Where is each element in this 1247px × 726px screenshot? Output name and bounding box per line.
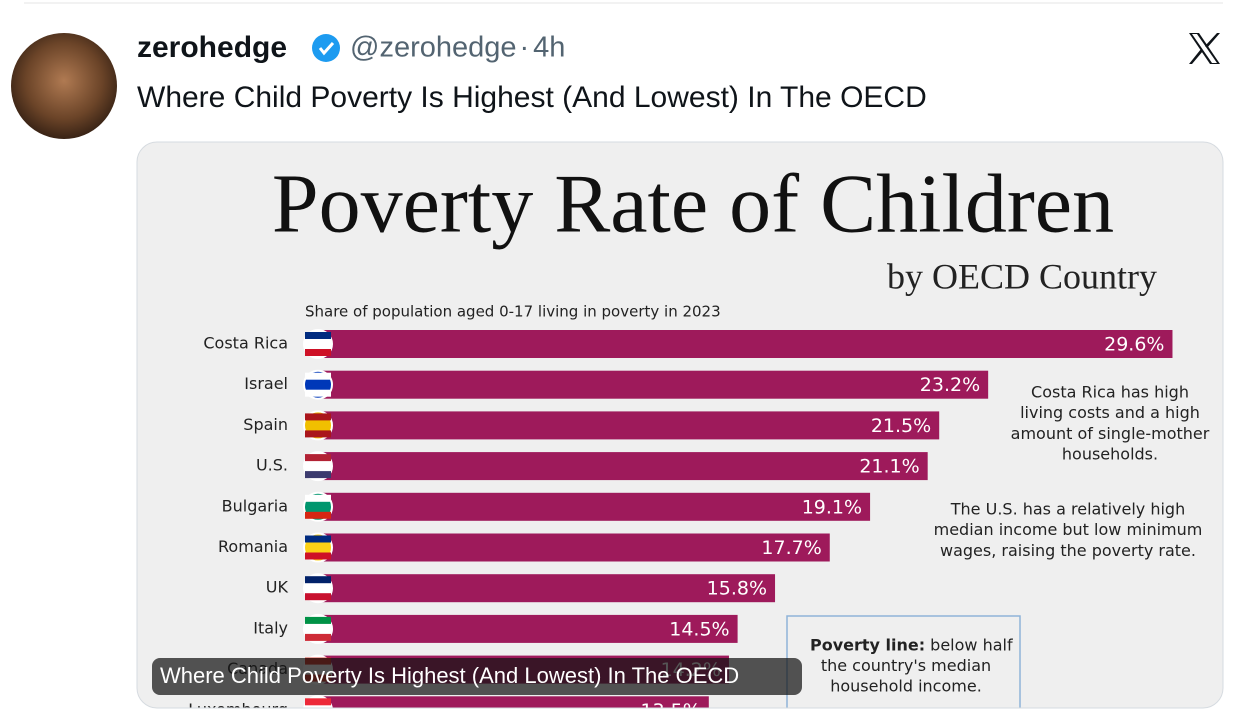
annotation-line: wages, raising the poverty rate. <box>940 541 1196 560</box>
flag <box>303 410 333 441</box>
flag <box>303 613 333 644</box>
caption-background <box>152 658 802 695</box>
value-label: 17.7% <box>761 537 821 559</box>
category-label: U.S. <box>256 456 288 475</box>
flag-band <box>305 633 331 641</box>
bar <box>320 614 738 643</box>
bar <box>320 452 928 481</box>
card-border <box>136 141 1224 709</box>
value-label: 19.1% <box>802 496 862 518</box>
note-box <box>786 615 1021 708</box>
category-label: Luxembourg <box>188 700 288 719</box>
verified-badge <box>312 34 340 62</box>
bar <box>320 411 940 440</box>
flag-band <box>305 349 331 356</box>
flag-band <box>305 552 331 560</box>
separator: · <box>520 32 530 64</box>
flag <box>303 369 333 400</box>
value-label: 21.5% <box>871 415 931 437</box>
flag-band <box>305 389 331 397</box>
flag-band <box>305 332 331 339</box>
annotation-line: amount of single-mother <box>1011 424 1210 443</box>
annotation-line: The U.S. has a relatively high <box>950 500 1185 519</box>
value-label: 15.8% <box>707 578 767 600</box>
chart-title: Poverty Rate of Children <box>272 157 1114 250</box>
category-label: Spain <box>243 415 288 434</box>
flag-band <box>305 616 331 624</box>
bar <box>320 330 1173 358</box>
flag-band <box>305 535 331 543</box>
avatar[interactable] <box>11 33 117 139</box>
media-card[interactable]: Poverty Rate of Children by OECD Country… <box>137 142 1223 726</box>
author-name[interactable]: zerohedge <box>137 31 287 64</box>
note-line: below half <box>930 636 1013 655</box>
category-label: Italy <box>253 618 288 637</box>
flag-band <box>305 372 331 380</box>
bar <box>320 696 709 708</box>
bar <box>320 492 871 521</box>
category-label: UK <box>266 578 289 597</box>
flag-band <box>305 454 331 462</box>
flag-band <box>305 430 331 438</box>
media-caption: Where Child Poverty Is Highest (And Lowe… <box>160 663 739 688</box>
bar <box>320 533 830 562</box>
flag <box>303 329 333 359</box>
value-label: 13.5% <box>640 700 700 722</box>
timestamp[interactable]: 4h <box>533 32 565 64</box>
x-logo[interactable] <box>1189 33 1220 64</box>
tweet-text: Where Child Poverty Is Highest (And Lowe… <box>137 81 927 114</box>
flag-band <box>305 494 331 502</box>
flag <box>303 491 333 522</box>
annotation-line: living costs and a high <box>1020 403 1200 422</box>
annotation-line: Costa Rica has high <box>1031 383 1189 402</box>
chart-description: Share of population aged 0-17 living in … <box>305 303 721 321</box>
flag-band <box>305 511 331 519</box>
value-label: 14.5% <box>669 618 729 640</box>
category-label: Romania <box>218 537 288 556</box>
note-line: the country's median <box>821 656 991 675</box>
flag-band <box>305 471 331 479</box>
annotation-line: median income but low minimum <box>934 520 1203 539</box>
category-label: Bulgaria <box>222 496 288 515</box>
note-label: Poverty line: <box>810 636 925 655</box>
chart-subtitle: by OECD Country <box>887 256 1157 296</box>
flag-band <box>305 413 331 421</box>
value-label: 21.1% <box>859 456 919 478</box>
flag <box>303 573 333 604</box>
bar <box>320 370 989 399</box>
bar <box>320 574 776 603</box>
flag-band <box>305 576 331 584</box>
note-line: household income. <box>830 677 982 696</box>
category-label: Costa Rica <box>203 334 288 353</box>
value-label: 29.6% <box>1104 334 1164 356</box>
value-label: 23.2% <box>920 374 980 396</box>
flag-band <box>305 715 331 722</box>
flag-band <box>305 698 331 706</box>
flag <box>303 695 333 722</box>
annotation-line: households. <box>1062 445 1158 464</box>
flag <box>303 451 333 482</box>
flag <box>303 532 333 563</box>
flag-band <box>305 593 331 601</box>
category-label: Israel <box>244 374 288 393</box>
handle[interactable]: @zerohedge <box>350 32 517 64</box>
